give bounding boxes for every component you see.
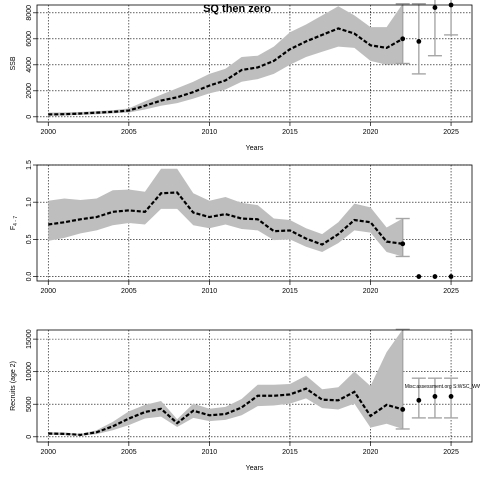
x-tick-label: 2010 bbox=[202, 449, 218, 456]
x-axis-label: Years bbox=[246, 145, 264, 152]
confidence-band bbox=[48, 3, 403, 116]
x-tick-label: 2020 bbox=[363, 129, 379, 136]
projection-point bbox=[432, 274, 438, 279]
x-tick-label: 2025 bbox=[443, 129, 459, 136]
y-axis-label: Recruits (age 2) bbox=[10, 361, 17, 411]
projection-point bbox=[416, 274, 422, 279]
y-tick-label: 1.5 bbox=[26, 160, 33, 170]
confidence-band bbox=[48, 168, 403, 257]
y-axis-label: F4 - 7 bbox=[10, 216, 19, 231]
x-tick-label: 2010 bbox=[202, 129, 218, 136]
plot-frame bbox=[36, 4, 473, 123]
point-2022 bbox=[400, 241, 406, 247]
projection-point bbox=[432, 5, 438, 10]
x-tick-label: 2000 bbox=[40, 288, 56, 295]
figure-title: SQ then zero bbox=[203, 3, 271, 15]
y-tick-label: 0 bbox=[26, 435, 33, 439]
y-tick-label: 0 bbox=[26, 115, 33, 119]
median-line bbox=[48, 27, 404, 116]
panel-recruits: 2000 2005 2010 2015 2020 2025 0 5000 10000 15000 Y… bbox=[10, 328, 480, 472]
y-tick-label: 8000 bbox=[26, 5, 33, 21]
point-2022 bbox=[400, 36, 406, 42]
x-tick-label: 2020 bbox=[363, 288, 379, 295]
x-tick-label: 2005 bbox=[121, 288, 137, 295]
x-tick-label: 2020 bbox=[363, 449, 379, 456]
x-tick-label: 2010 bbox=[202, 288, 218, 295]
x-tick-label: 2015 bbox=[282, 288, 298, 295]
projection-point bbox=[416, 39, 422, 44]
run-annotation: Misc:assessment.org S:WSC_WWWW023wwr2, r… bbox=[405, 384, 480, 390]
projection-point bbox=[432, 394, 438, 399]
projection-point bbox=[448, 274, 454, 279]
x-tick-label: 2025 bbox=[443, 288, 459, 295]
x-tick-label: 2005 bbox=[121, 129, 137, 136]
y-tick-label: 0.5 bbox=[26, 234, 33, 244]
confidence-band bbox=[48, 329, 403, 436]
y-tick-label: 0.0 bbox=[26, 272, 33, 282]
projection-point bbox=[448, 394, 454, 399]
y-tick-label: 5000 bbox=[26, 396, 33, 412]
plot-frame bbox=[36, 164, 473, 282]
y-tick-label: 2000 bbox=[26, 83, 33, 99]
y-tick-label: 4000 bbox=[26, 57, 33, 73]
x-tick-label: 2015 bbox=[282, 129, 298, 136]
x-tick-label: 2025 bbox=[443, 449, 459, 456]
projection-point bbox=[416, 397, 422, 403]
x-tick-label: 2015 bbox=[282, 449, 298, 456]
median-line bbox=[48, 191, 403, 246]
y-axis-label: SSB bbox=[10, 56, 17, 70]
y-tick-label: 6000 bbox=[26, 31, 33, 47]
median-line bbox=[48, 387, 404, 436]
y-tick-label: 10000 bbox=[26, 362, 33, 382]
x-tick-label: 2000 bbox=[40, 449, 56, 456]
y-axis-label-subscript: 4 - 7 bbox=[13, 216, 19, 226]
x-tick-label: 2005 bbox=[121, 449, 137, 456]
panel-fishing-mortality: 2000 2005 2010 2015 2020 2025 0.0 0.5 1.0 1.5 F4 -… bbox=[10, 160, 473, 295]
y-tick-label: 15000 bbox=[26, 329, 33, 349]
point-2022 bbox=[400, 407, 406, 412]
panel-ssb: 2000 2005 2010 2015 2020 2025 0 2000 4000 6000 800… bbox=[10, 0, 473, 152]
x-tick-label: 2000 bbox=[40, 129, 56, 136]
x-axis-label: Years bbox=[246, 465, 264, 472]
plot-frame bbox=[36, 329, 473, 443]
y-tick-label: 1.0 bbox=[26, 197, 33, 207]
